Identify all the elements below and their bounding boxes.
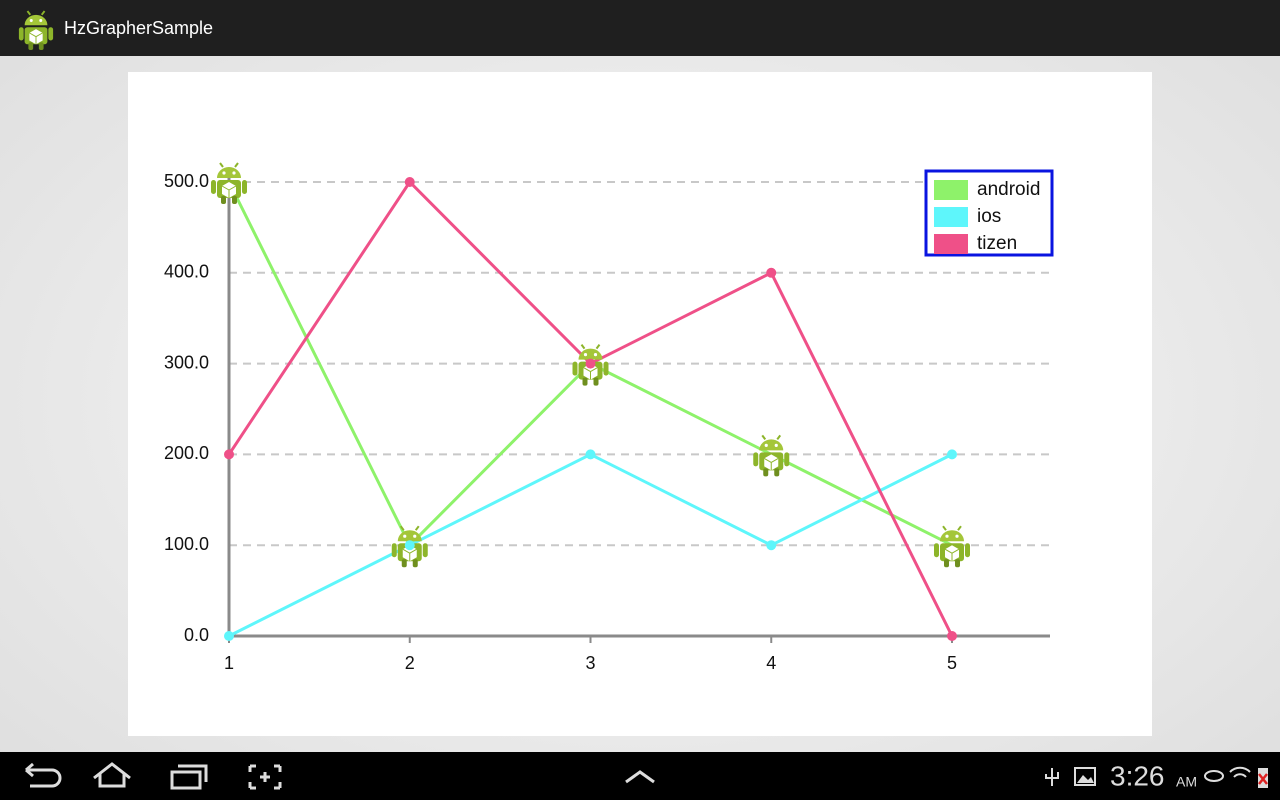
wifi-icon bbox=[1229, 766, 1251, 778]
clock: 3:26 bbox=[1110, 760, 1165, 791]
point-marker bbox=[585, 358, 596, 369]
point-marker bbox=[404, 177, 415, 187]
menu-button[interactable] bbox=[625, 770, 655, 784]
legend-label: tizen bbox=[977, 233, 1017, 254]
x-tick-label: 3 bbox=[585, 653, 595, 673]
legend-label: android bbox=[977, 179, 1040, 200]
back-button[interactable] bbox=[25, 762, 62, 788]
y-tick-label: 200.0 bbox=[164, 443, 209, 463]
y-tick-label: 0.0 bbox=[184, 625, 209, 645]
x-tick-label: 2 bbox=[405, 653, 415, 673]
battery-alert bbox=[1258, 773, 1268, 785]
y-tick-label: 500.0 bbox=[164, 171, 209, 191]
y-tick-label: 300.0 bbox=[164, 352, 209, 372]
legend-swatch bbox=[934, 234, 968, 254]
gallery-mountain bbox=[1077, 775, 1094, 783]
point-marker bbox=[404, 540, 415, 551]
legend-swatch bbox=[934, 207, 968, 227]
clock-period: AM bbox=[1176, 774, 1197, 790]
point-marker bbox=[585, 449, 596, 460]
plot: 0.0 100.0 200.0 300.0 400.0 500.0 1 2 3 4 5 android… bbox=[164, 162, 1054, 673]
usb-icon bbox=[1045, 768, 1059, 786]
recents-button[interactable] bbox=[170, 764, 208, 790]
point-marker bbox=[766, 540, 777, 551]
x-tick-label: 1 bbox=[224, 653, 234, 673]
app-title: HzGrapherSample bbox=[64, 18, 213, 38]
gallery-icon bbox=[1074, 767, 1096, 786]
app-bar bbox=[0, 0, 1280, 56]
point-marker bbox=[947, 449, 957, 460]
point-marker bbox=[947, 631, 957, 641]
screenshot-button[interactable] bbox=[248, 764, 282, 790]
x-tick-label: 5 bbox=[947, 653, 957, 673]
x-tick-label: 4 bbox=[766, 653, 776, 673]
y-tick-label: 100.0 bbox=[164, 534, 209, 554]
point-marker bbox=[766, 267, 777, 278]
legend-swatch bbox=[934, 180, 968, 200]
eye-icon bbox=[1204, 770, 1224, 782]
point-marker bbox=[224, 631, 234, 641]
home-button[interactable] bbox=[93, 762, 131, 788]
legend-label: ios bbox=[977, 206, 1001, 227]
point-marker bbox=[224, 449, 234, 460]
y-tick-label: 400.0 bbox=[164, 262, 209, 282]
nav-bar bbox=[0, 752, 1280, 800]
